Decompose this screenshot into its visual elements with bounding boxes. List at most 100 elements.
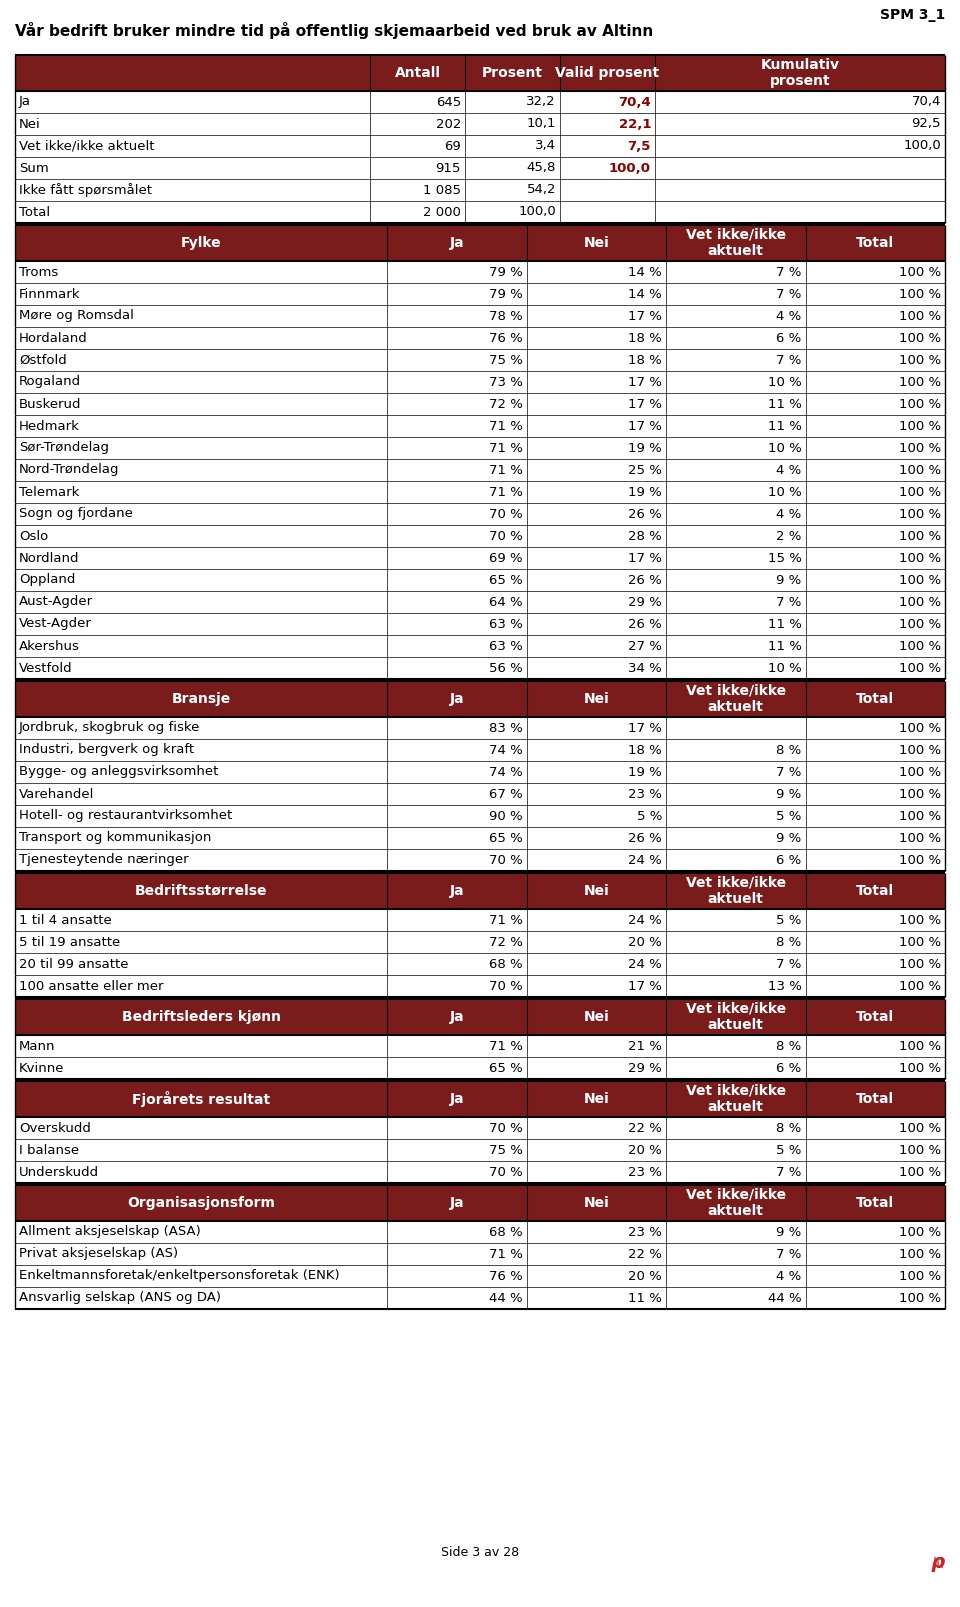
Text: 17 %: 17 % bbox=[628, 376, 662, 389]
Text: 17 %: 17 % bbox=[628, 980, 662, 993]
Text: 9 %: 9 % bbox=[777, 1226, 802, 1239]
Text: Overskudd: Overskudd bbox=[19, 1122, 91, 1135]
Text: 100 %: 100 % bbox=[899, 485, 941, 498]
Text: Nei: Nei bbox=[584, 884, 610, 898]
Text: Troms: Troms bbox=[19, 265, 59, 278]
Text: 100 %: 100 % bbox=[899, 980, 941, 993]
Text: Nei: Nei bbox=[584, 1011, 610, 1024]
Text: 72 %: 72 % bbox=[489, 397, 522, 410]
Text: 5 %: 5 % bbox=[776, 1144, 802, 1157]
Text: 100 %: 100 % bbox=[899, 354, 941, 366]
Text: 100 %: 100 % bbox=[899, 442, 941, 455]
Text: 4 %: 4 % bbox=[777, 310, 802, 323]
Text: Vestfold: Vestfold bbox=[19, 662, 73, 675]
Text: Møre og Romsdal: Møre og Romsdal bbox=[19, 310, 133, 323]
Text: 100 %: 100 % bbox=[899, 310, 941, 323]
Text: Total: Total bbox=[856, 236, 895, 251]
Text: Vest-Agder: Vest-Agder bbox=[19, 617, 92, 630]
Text: 71 %: 71 % bbox=[489, 1247, 522, 1260]
Text: Nei: Nei bbox=[584, 236, 610, 251]
Text: 100 %: 100 % bbox=[899, 1292, 941, 1305]
Text: 5 til 19 ansatte: 5 til 19 ansatte bbox=[19, 935, 120, 948]
Text: Bransje: Bransje bbox=[172, 693, 230, 705]
Text: 5 %: 5 % bbox=[776, 913, 802, 927]
Text: 90 %: 90 % bbox=[489, 810, 522, 823]
Text: 76 %: 76 % bbox=[489, 1270, 522, 1282]
Text: Vet ikke/ikke
aktuelt: Vet ikke/ikke aktuelt bbox=[685, 685, 786, 714]
Text: 21 %: 21 % bbox=[628, 1040, 662, 1053]
Text: Nei: Nei bbox=[584, 693, 610, 705]
Text: Vår bedrift bruker mindre tid på offentlig skjemaarbeid ved bruk av Altinn: Vår bedrift bruker mindre tid på offentl… bbox=[15, 22, 653, 39]
Text: 24 %: 24 % bbox=[628, 853, 662, 866]
Text: 17 %: 17 % bbox=[628, 397, 662, 410]
Text: Aust-Agder: Aust-Agder bbox=[19, 596, 93, 609]
Text: 8 %: 8 % bbox=[777, 935, 802, 948]
Text: 100 %: 100 % bbox=[899, 662, 941, 675]
Text: 10 %: 10 % bbox=[768, 662, 802, 675]
Text: 11 %: 11 % bbox=[768, 617, 802, 630]
Text: 100 %: 100 % bbox=[899, 1040, 941, 1053]
Text: 100 %: 100 % bbox=[899, 596, 941, 609]
Text: Ja: Ja bbox=[19, 95, 31, 109]
Text: 100 %: 100 % bbox=[899, 1062, 941, 1075]
Text: 70 %: 70 % bbox=[489, 853, 522, 866]
Text: 8 %: 8 % bbox=[777, 1040, 802, 1053]
Text: 9 %: 9 % bbox=[777, 787, 802, 800]
Text: Bedriftsstørrelse: Bedriftsstørrelse bbox=[134, 884, 267, 898]
Text: 4 %: 4 % bbox=[777, 508, 802, 521]
Text: 20 til 99 ansatte: 20 til 99 ansatte bbox=[19, 958, 129, 971]
Text: 76 %: 76 % bbox=[489, 331, 522, 344]
Bar bbox=[15, 681, 945, 717]
Text: Vet ikke/ikke
aktuelt: Vet ikke/ikke aktuelt bbox=[685, 876, 786, 906]
Text: 67 %: 67 % bbox=[489, 787, 522, 800]
Text: 17 %: 17 % bbox=[628, 722, 662, 734]
Text: Mann: Mann bbox=[19, 1040, 56, 1053]
Text: 10 %: 10 % bbox=[768, 485, 802, 498]
Text: Vet ikke/ikke
aktuelt: Vet ikke/ikke aktuelt bbox=[685, 228, 786, 259]
Text: 32,2: 32,2 bbox=[526, 95, 556, 109]
Text: 100 %: 100 % bbox=[899, 744, 941, 757]
Text: 7 %: 7 % bbox=[776, 288, 802, 301]
Text: 17 %: 17 % bbox=[628, 551, 662, 564]
Text: 4 %: 4 % bbox=[777, 1270, 802, 1282]
Text: 28 %: 28 % bbox=[628, 529, 662, 543]
Text: 100 %: 100 % bbox=[899, 765, 941, 778]
Text: 6 %: 6 % bbox=[777, 1062, 802, 1075]
Text: 5 %: 5 % bbox=[636, 810, 662, 823]
Text: 100 %: 100 % bbox=[899, 331, 941, 344]
Text: 23 %: 23 % bbox=[628, 1226, 662, 1239]
Text: 26 %: 26 % bbox=[628, 574, 662, 587]
Text: 100 %: 100 % bbox=[899, 551, 941, 564]
Text: Total: Total bbox=[856, 1093, 895, 1106]
Text: 100 %: 100 % bbox=[899, 935, 941, 948]
Text: Nordland: Nordland bbox=[19, 551, 80, 564]
Text: Vet ikke/ikke
aktuelt: Vet ikke/ikke aktuelt bbox=[685, 1083, 786, 1114]
Text: 10 %: 10 % bbox=[768, 442, 802, 455]
Text: 24 %: 24 % bbox=[628, 913, 662, 927]
Text: 100,0: 100,0 bbox=[518, 206, 556, 219]
Text: 100 %: 100 % bbox=[899, 787, 941, 800]
Text: 65 %: 65 % bbox=[489, 574, 522, 587]
Text: 26 %: 26 % bbox=[628, 508, 662, 521]
Text: 1 085: 1 085 bbox=[423, 183, 461, 196]
Text: 100 %: 100 % bbox=[899, 958, 941, 971]
Text: Nord-Trøndelag: Nord-Trøndelag bbox=[19, 463, 119, 477]
Text: Ja: Ja bbox=[449, 1196, 464, 1210]
Text: 100 %: 100 % bbox=[899, 1144, 941, 1157]
Text: Ja: Ja bbox=[449, 693, 464, 705]
Text: 100 %: 100 % bbox=[899, 1122, 941, 1135]
Text: 100 %: 100 % bbox=[899, 640, 941, 652]
Text: 70,4: 70,4 bbox=[618, 95, 651, 109]
Text: 100,0: 100,0 bbox=[903, 140, 941, 153]
Text: 26 %: 26 % bbox=[628, 617, 662, 630]
Text: Bygge- og anleggsvirksomhet: Bygge- og anleggsvirksomhet bbox=[19, 765, 218, 778]
Text: 71 %: 71 % bbox=[489, 419, 522, 432]
Bar bbox=[15, 873, 945, 910]
Text: 100 %: 100 % bbox=[899, 853, 941, 866]
Text: 100 %: 100 % bbox=[899, 1165, 941, 1178]
Text: 100 %: 100 % bbox=[899, 508, 941, 521]
Text: Industri, bergverk og kraft: Industri, bergverk og kraft bbox=[19, 744, 194, 757]
Text: 54,2: 54,2 bbox=[526, 183, 556, 196]
Text: 45,8: 45,8 bbox=[527, 161, 556, 175]
Text: Sogn og fjordane: Sogn og fjordane bbox=[19, 508, 132, 521]
